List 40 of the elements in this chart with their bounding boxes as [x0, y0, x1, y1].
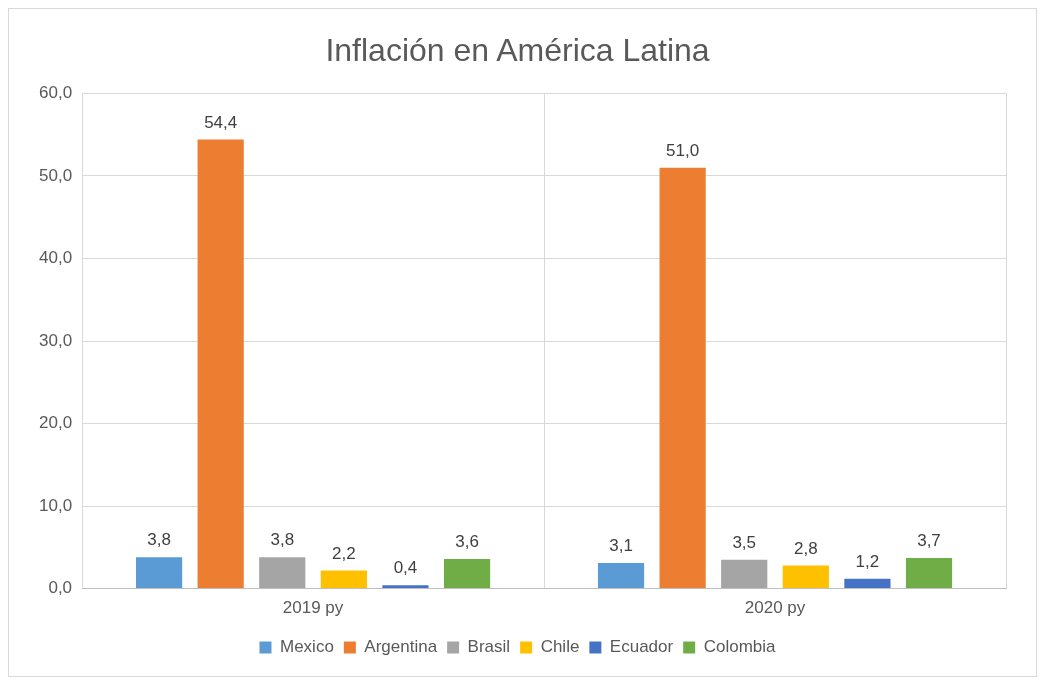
- data-label: 1,2: [855, 551, 880, 571]
- data-label: 2,2: [332, 543, 356, 563]
- bar: [135, 557, 183, 589]
- y-tick-label: 30,0: [38, 330, 73, 350]
- x-tick-label: 2019 py: [282, 598, 344, 618]
- bar: [597, 563, 645, 589]
- x-tick-label: 2020 py: [744, 598, 806, 618]
- data-label: 51,0: [666, 140, 700, 160]
- legend-label: Colombia: [703, 637, 777, 657]
- chart-title: Inflación en América Latina: [325, 32, 710, 69]
- bar: [320, 570, 367, 589]
- data-label: 3,7: [917, 531, 941, 551]
- bar: [197, 139, 244, 589]
- legend-label: Brasil: [467, 637, 511, 657]
- y-tick-label: 50,0: [38, 165, 73, 185]
- y-tick-label: 60,0: [38, 83, 73, 103]
- legend-label: Argentina: [364, 637, 438, 657]
- data-label: 3,5: [732, 532, 757, 552]
- legend-label: Mexico: [280, 637, 334, 657]
- y-tick-label: 40,0: [38, 248, 73, 268]
- bar: [443, 558, 491, 589]
- bar: [721, 559, 768, 589]
- bar: [259, 557, 306, 589]
- data-label: 3,6: [455, 532, 479, 552]
- data-label: 3,1: [609, 536, 633, 556]
- data-label: 2,8: [794, 538, 818, 558]
- y-tick-label: 0,0: [48, 578, 73, 598]
- data-label: 3,8: [270, 530, 295, 550]
- data-label: 0,4: [393, 558, 418, 578]
- bar: [382, 585, 429, 589]
- data-label: 3,8: [147, 530, 171, 550]
- data-label: 54,4: [204, 112, 238, 132]
- bar: [659, 167, 706, 589]
- legend-label: Ecuador: [609, 637, 674, 657]
- legend-label: Chile: [540, 637, 580, 657]
- bar: [782, 565, 829, 589]
- y-tick-label: 20,0: [38, 413, 73, 433]
- bar: [905, 558, 953, 589]
- bar: [844, 578, 891, 589]
- y-tick-label: 10,0: [38, 495, 73, 515]
